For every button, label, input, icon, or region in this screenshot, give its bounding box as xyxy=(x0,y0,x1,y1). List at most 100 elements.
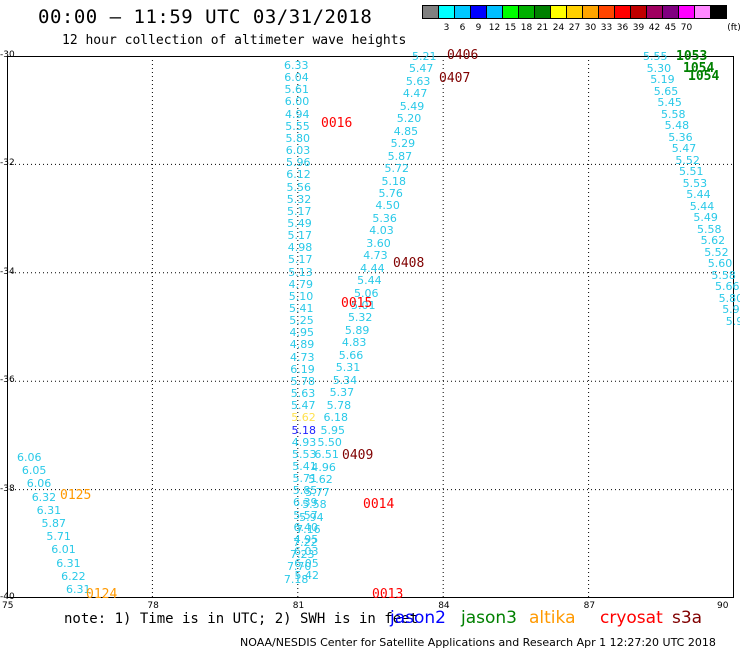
pass-number-label: 0409 xyxy=(342,448,374,463)
wave-height-value: 5.42 xyxy=(294,569,320,583)
longitude-label: 75 xyxy=(2,601,14,611)
wave-height-value: 6.06 xyxy=(26,477,52,491)
wave-height-value: 5.55 xyxy=(285,119,310,133)
wave-height-value: 5.47 xyxy=(671,142,697,155)
wave-height-value: 5.96 xyxy=(286,156,311,170)
legend-swatch xyxy=(438,5,455,19)
wave-height-value: 5.49 xyxy=(287,216,312,230)
wave-height-value: 5.21 xyxy=(412,50,437,63)
wave-height-value: 5.58 xyxy=(697,222,722,236)
legend-label: 45 xyxy=(664,23,677,33)
wave-height-value: 7.22 xyxy=(293,535,318,549)
wave-height-value: 5.78 xyxy=(290,374,316,388)
wave-height-value: 4.95 xyxy=(289,326,315,340)
wave-height-value: 5.48 xyxy=(664,119,690,132)
longitude-label: 90 xyxy=(717,601,729,611)
wave-height-value: 6.31 xyxy=(66,583,91,596)
wave-height-value: 5.99 xyxy=(725,314,740,328)
wave-height-value: 5.36 xyxy=(668,130,693,144)
legend-label: 9 xyxy=(475,23,482,33)
wave-height-value: 6.39 xyxy=(293,496,318,510)
wave-height-value: 5.47 xyxy=(291,399,316,413)
legend-label: 15 xyxy=(504,23,517,33)
wave-height-value: 5.53 xyxy=(292,447,317,461)
wave-height-value: 3.60 xyxy=(366,236,391,250)
wave-height-value: 4.93 xyxy=(291,435,317,449)
wave-height-value: 5.52 xyxy=(675,153,700,167)
latitude-label: -38 xyxy=(0,483,15,494)
latitude-label: -36 xyxy=(0,375,15,386)
wave-height-value: 5.32 xyxy=(347,311,373,325)
satellite-legend-jason2: jason2 xyxy=(390,608,446,628)
wave-height-value: 5.95 xyxy=(320,423,346,437)
legend-label: 42 xyxy=(648,23,661,33)
wave-height-value: 5.44 xyxy=(689,199,715,213)
wave-height-value: 5.41 xyxy=(289,302,314,315)
longitude-label: 78 xyxy=(147,601,159,611)
latitude-label: -30 xyxy=(0,50,15,60)
wave-height-value: 6.18 xyxy=(323,411,349,425)
legend-swatch xyxy=(630,5,647,19)
wave-height-value: 5.62 xyxy=(291,411,316,425)
wave-height-value: 5.58 xyxy=(302,498,327,512)
wave-height-value: 5.55 xyxy=(643,50,668,63)
wave-height-value: 6.06 xyxy=(17,451,42,464)
wave-height-value: 4.95 xyxy=(293,532,319,546)
wave-height-value: 5.25 xyxy=(289,314,314,328)
legend-label: 27 xyxy=(568,23,581,33)
wave-height-value: 6.12 xyxy=(286,168,311,182)
legend-swatch xyxy=(614,5,631,19)
pass-number-label: 0125 xyxy=(60,488,92,503)
wave-height-value: 6.19 xyxy=(290,362,315,376)
map-subtitle: 12 hour collection of altimeter wave hei… xyxy=(62,33,407,48)
wave-height-value: 4.94 xyxy=(285,107,310,121)
pass-number-label: 0406 xyxy=(447,48,479,63)
wave-height-value: 4.85 xyxy=(393,124,419,138)
wave-height-value: 4.73 xyxy=(363,249,388,263)
wave-height-value: 6.01 xyxy=(51,543,76,557)
legend-swatch xyxy=(646,5,663,19)
wave-height-value: 4.03 xyxy=(369,224,394,238)
longitude-label: 81 xyxy=(292,601,305,611)
wave-height-value: 5.17 xyxy=(287,204,312,218)
wave-height-value: 5.63 xyxy=(290,387,316,401)
legend-label: 24 xyxy=(552,23,565,33)
wave-height-value: 7.70 xyxy=(286,560,312,574)
wave-height-value: 5.10 xyxy=(288,289,314,303)
wave-height-value: 5.66 xyxy=(715,280,740,293)
wave-height-value: 5.36 xyxy=(372,211,397,225)
wave-height-value: 5.30 xyxy=(646,61,672,75)
wave-height-value: 7.23 xyxy=(290,548,315,561)
wave-height-value: 6.04 xyxy=(284,71,309,85)
legend-label: 3 xyxy=(443,23,450,33)
wave-height-value: 5.47 xyxy=(408,62,434,76)
wave-height-value: 5.61 xyxy=(284,83,310,97)
wave-height-value: 5.53 xyxy=(682,176,708,190)
wave-height-value: 5.44 xyxy=(357,274,382,288)
wave-height-value: 5.44 xyxy=(686,188,711,201)
pass-number-label: 0016 xyxy=(321,116,353,131)
legend-label: 18 xyxy=(520,23,533,33)
legend-swatch xyxy=(566,5,583,19)
wave-height-value: 5.34 xyxy=(332,373,358,387)
legend-swatch xyxy=(582,5,599,19)
wave-height-value: 6.51 xyxy=(314,448,339,462)
wave-height-value: 5.80 xyxy=(718,291,740,305)
wave-height-value: 5.60 xyxy=(707,257,733,270)
wave-height-value: 6.22 xyxy=(61,569,86,583)
legend-label: 30 xyxy=(584,23,597,33)
latitude-label: -32 xyxy=(0,158,15,169)
wave-height-value: 5.20 xyxy=(396,112,422,126)
legend-swatch xyxy=(422,5,439,19)
wave-height-value: 5.71 xyxy=(292,472,318,486)
legend-swatch xyxy=(678,5,695,19)
pass-number-label: 1053 xyxy=(676,49,708,64)
wave-height-value: 4.73 xyxy=(290,350,315,364)
legend-swatch xyxy=(710,5,727,19)
wave-height-value: 5.63 xyxy=(405,74,431,88)
wave-height-value: 5.17 xyxy=(288,253,313,267)
wave-height-value: 5.57 xyxy=(293,508,318,522)
map-title: 00:00 – 11:59 UTC 03/31/2018 xyxy=(38,6,373,28)
wave-height-value: 5.85 xyxy=(292,484,318,498)
pass-number-label: 0013 xyxy=(372,587,404,602)
